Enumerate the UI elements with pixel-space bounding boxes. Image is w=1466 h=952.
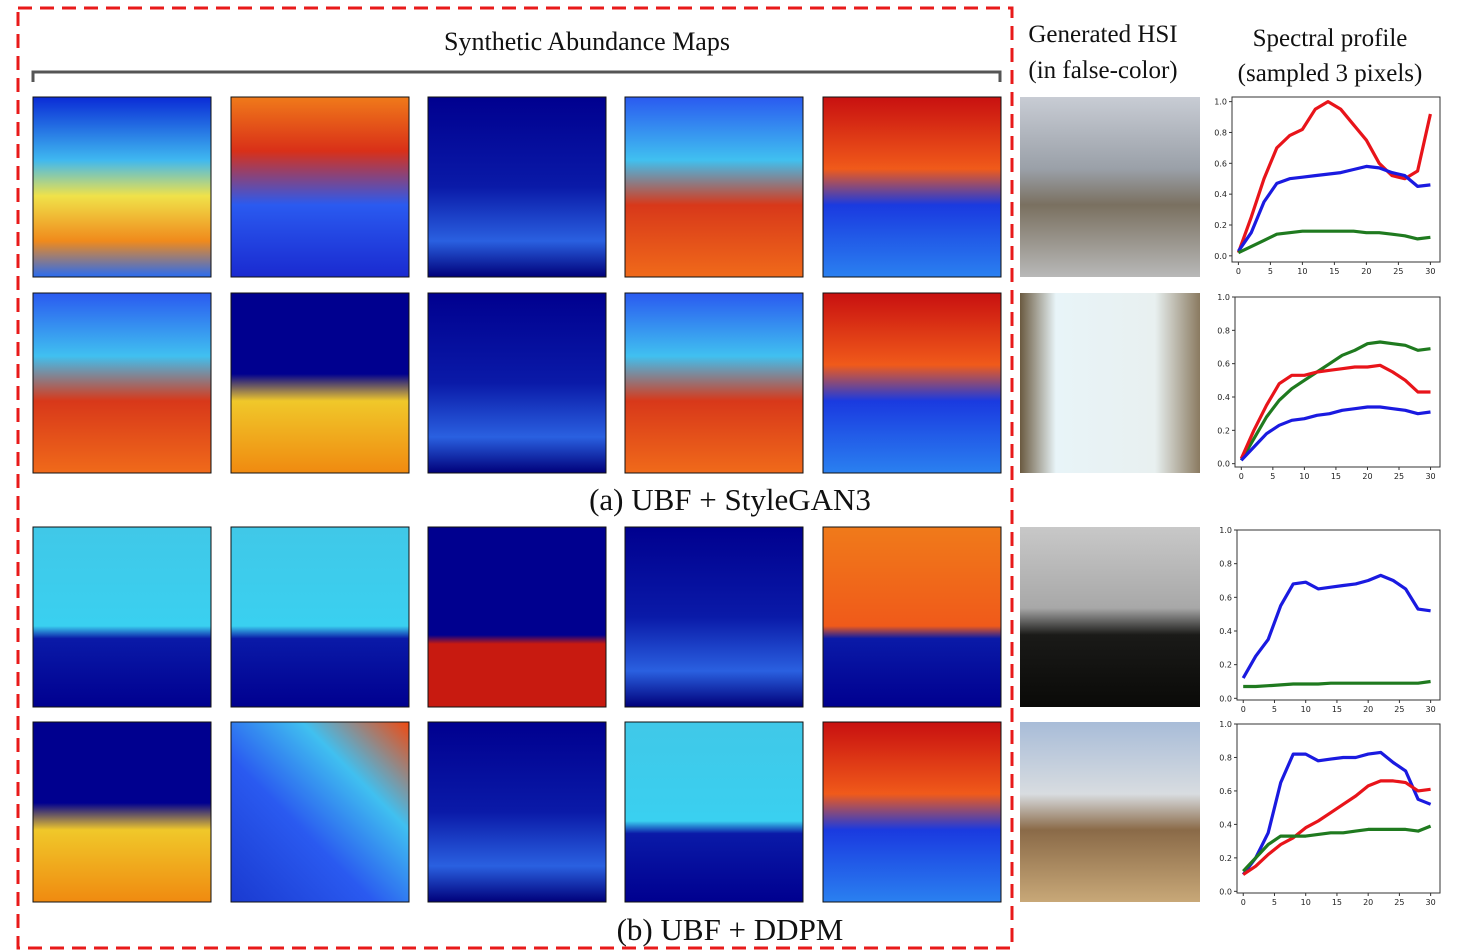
x-tick-label: 30 — [1425, 267, 1435, 276]
y-tick-label: 0.6 — [1214, 159, 1227, 168]
x-tick-label: 5 — [1268, 267, 1273, 276]
abundance-map — [625, 722, 803, 902]
abundance-map — [33, 527, 211, 707]
spectral-line — [1243, 781, 1430, 875]
abundance-map — [625, 97, 803, 277]
y-tick-label: 1.0 — [1217, 293, 1230, 302]
abundance-map — [33, 293, 211, 473]
x-tick-label: 15 — [1329, 267, 1339, 276]
y-tick-label: 0.6 — [1219, 593, 1232, 602]
y-tick-label: 0.2 — [1217, 426, 1230, 435]
y-tick-label: 1.0 — [1214, 98, 1227, 107]
spectral-line — [1243, 826, 1430, 871]
y-tick-label: 0.4 — [1217, 393, 1230, 402]
y-tick-label: 0.6 — [1217, 360, 1230, 369]
abundance-map — [625, 293, 803, 473]
abundance-map — [823, 97, 1001, 277]
abundance-map — [823, 722, 1001, 902]
y-tick-label: 0.8 — [1214, 128, 1227, 137]
x-tick-label: 5 — [1272, 705, 1277, 714]
abundance-map — [625, 527, 803, 707]
abundance-map — [231, 97, 409, 277]
x-tick-label: 20 — [1363, 705, 1373, 714]
y-tick-label: 0.4 — [1214, 190, 1227, 199]
hsi-title: Generated HSI — [1028, 21, 1177, 48]
x-tick-label: 20 — [1363, 898, 1373, 907]
caption: (a) UBF + StyleGAN3 — [589, 482, 871, 517]
x-tick-label: 0 — [1236, 267, 1241, 276]
x-tick-label: 10 — [1297, 267, 1307, 276]
hsi-image — [1020, 97, 1200, 277]
abundance-map — [231, 722, 409, 902]
x-tick-label: 5 — [1270, 472, 1275, 481]
x-tick-label: 25 — [1393, 267, 1403, 276]
x-tick-label: 15 — [1332, 898, 1342, 907]
x-tick-label: 25 — [1394, 472, 1404, 481]
y-tick-label: 1.0 — [1219, 720, 1232, 729]
hsi-image — [1020, 527, 1200, 707]
hsi-image — [1020, 722, 1200, 902]
y-tick-label: 0.8 — [1219, 753, 1232, 762]
bracket — [33, 72, 1000, 82]
abundance-map — [231, 293, 409, 473]
x-tick-label: 0 — [1241, 705, 1246, 714]
abundance-map — [33, 722, 211, 902]
y-tick-label: 0.4 — [1219, 627, 1232, 636]
y-tick-label: 0.8 — [1219, 560, 1232, 569]
charts: 0.0 0.2 0.4 0.6 0.8 1.0 0 5 10 15 20 25 30 0.0 0.2 0.4 0… — [1214, 97, 1440, 907]
abundance-map — [823, 527, 1001, 707]
abundance-map — [428, 527, 606, 707]
x-tick-label: 20 — [1362, 472, 1372, 481]
x-tick-label: 30 — [1425, 472, 1435, 481]
abundance-map — [428, 293, 606, 473]
x-tick-label: 0 — [1239, 472, 1244, 481]
figure: Synthetic Abundance Maps Generated HSI (… — [0, 0, 1466, 952]
y-tick-label: 0.0 — [1214, 252, 1227, 261]
abundance-map — [428, 722, 606, 902]
spectral-line — [1243, 575, 1430, 678]
plot-frame — [1237, 530, 1440, 700]
hsi-subtitle: (in false-color) — [1028, 57, 1177, 84]
x-tick-label: 25 — [1394, 898, 1404, 907]
spectral-line — [1243, 752, 1430, 874]
x-tick-label: 25 — [1394, 705, 1404, 714]
spectral-line — [1238, 231, 1430, 253]
y-tick-label: 0.2 — [1219, 661, 1232, 670]
abundance-map — [823, 293, 1001, 473]
y-tick-label: 0.0 — [1217, 460, 1230, 469]
profile-subtitle: (sampled 3 pixels) — [1238, 60, 1423, 87]
caption: (b) UBF + DDPM — [617, 912, 844, 947]
y-tick-label: 0.2 — [1214, 221, 1227, 230]
y-tick-label: 0.0 — [1219, 694, 1232, 703]
y-tick-label: 0.4 — [1219, 820, 1232, 829]
x-tick-label: 30 — [1426, 898, 1436, 907]
abundance-map — [33, 97, 211, 277]
x-tick-label: 15 — [1332, 705, 1342, 714]
y-tick-label: 0.6 — [1219, 787, 1232, 796]
y-tick-label: 0.8 — [1217, 326, 1230, 335]
hsi-image — [1020, 293, 1200, 473]
x-tick-label: 10 — [1299, 472, 1309, 481]
x-tick-label: 10 — [1301, 705, 1311, 714]
y-tick-label: 0.0 — [1219, 887, 1232, 896]
y-tick-label: 1.0 — [1219, 526, 1232, 535]
x-tick-label: 0 — [1241, 898, 1246, 907]
x-tick-label: 15 — [1331, 472, 1341, 481]
abundance-map — [231, 527, 409, 707]
spectral-line — [1243, 682, 1430, 687]
x-tick-label: 30 — [1426, 705, 1436, 714]
x-tick-label: 20 — [1361, 267, 1371, 276]
abundance-map — [428, 97, 606, 277]
x-tick-label: 10 — [1301, 898, 1311, 907]
profile-title: Spectral profile — [1253, 25, 1408, 52]
maps-title: Synthetic Abundance Maps — [444, 27, 730, 56]
y-tick-label: 0.2 — [1219, 854, 1232, 863]
x-tick-label: 5 — [1272, 898, 1277, 907]
